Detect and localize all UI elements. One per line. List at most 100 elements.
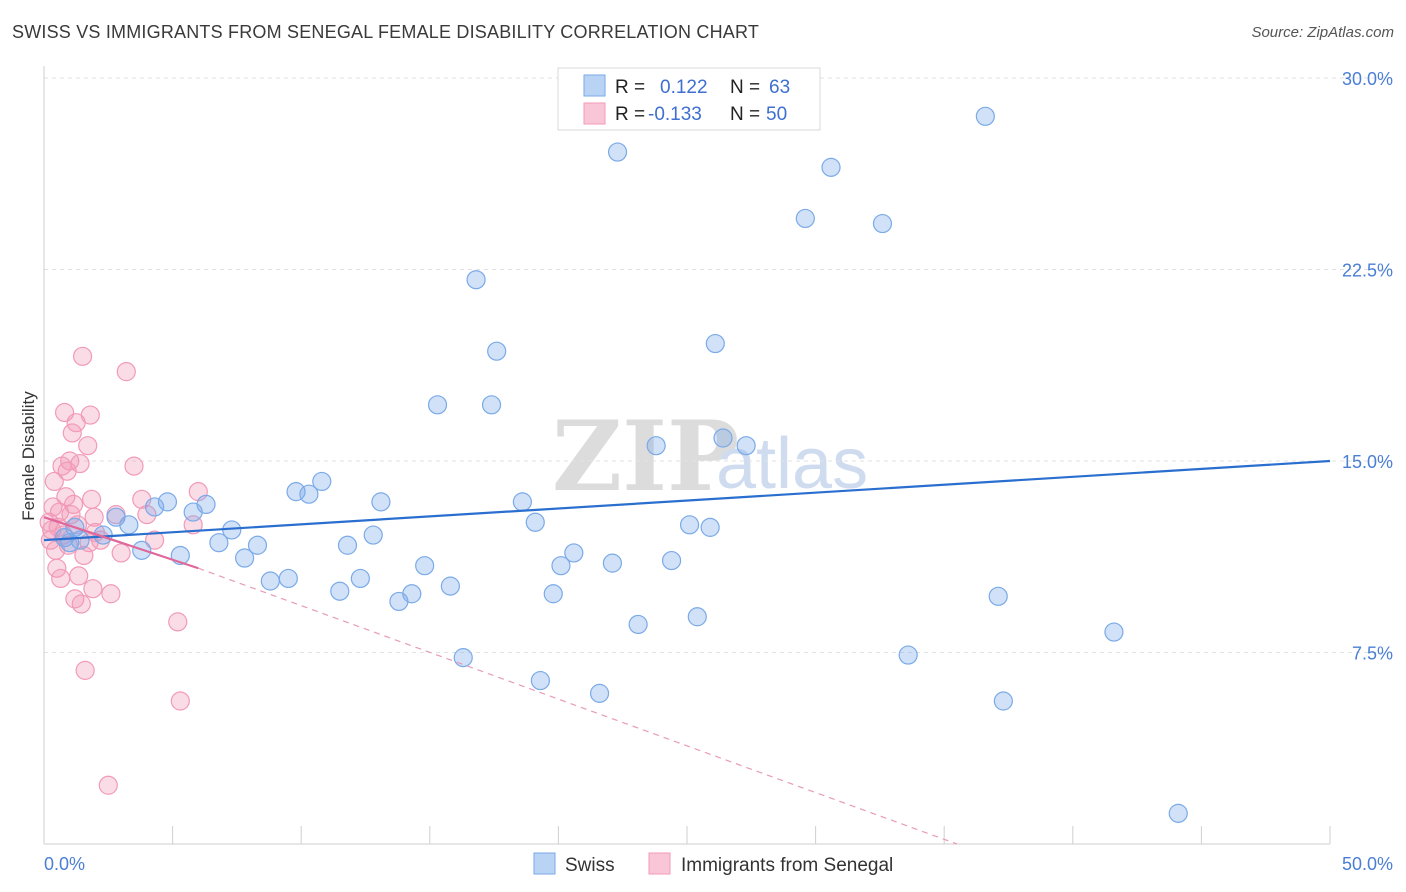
- swiss-point: [371, 492, 391, 512]
- senegal-point: [170, 691, 190, 711]
- swiss-point: [872, 213, 893, 234]
- senegal-point: [168, 612, 188, 632]
- swiss-point: [646, 436, 666, 456]
- legend-senegal-n-value: 50: [766, 104, 787, 125]
- series-swiss-points: [54, 106, 1188, 823]
- senegal-point: [137, 505, 157, 525]
- legend-swiss-r-label: R =: [615, 77, 645, 98]
- senegal-point: [43, 497, 63, 517]
- swiss-point: [481, 395, 502, 415]
- senegal-point: [144, 530, 165, 550]
- senegal-point: [124, 456, 144, 476]
- bottom-legend-senegal: Immigrants from Senegal: [681, 855, 893, 876]
- swiss-point: [278, 568, 298, 589]
- legend-swiss-n-value: 63: [769, 77, 790, 98]
- swiss-trend-line: [43, 459, 1331, 542]
- swiss-point: [235, 548, 255, 568]
- senegal-point: [69, 566, 89, 586]
- senegal-point: [51, 568, 71, 589]
- swiss-point: [1104, 622, 1124, 642]
- senegal-point: [65, 589, 85, 609]
- senegal-point: [116, 362, 136, 382]
- swiss-point: [736, 436, 756, 456]
- y-tick-label: 15.0%: [1342, 452, 1393, 472]
- swiss-point: [1168, 803, 1188, 823]
- swiss-point: [487, 341, 507, 361]
- senegal-point: [75, 660, 95, 680]
- senegal-point: [101, 584, 121, 604]
- senegal-point: [84, 507, 104, 527]
- senegal-point: [83, 579, 103, 599]
- senegal-point: [47, 558, 67, 578]
- swiss-point: [679, 515, 700, 535]
- swiss-point: [350, 568, 370, 589]
- watermark-atlas: atlas: [716, 424, 868, 504]
- swiss-point: [589, 683, 610, 703]
- source-label: Source: ZipAtlas.com: [1251, 24, 1394, 41]
- swiss-point: [512, 492, 532, 512]
- x-ticks: [43, 826, 1331, 844]
- swiss-point: [247, 535, 268, 555]
- swiss-point: [607, 142, 628, 162]
- y-tick-labels: 7.5% 15.0% 22.5% 30.0%: [1342, 69, 1393, 664]
- swiss-point: [209, 533, 229, 553]
- swiss-point: [993, 691, 1013, 711]
- swiss-point: [975, 106, 995, 126]
- legend-senegal-r-label: R =: [615, 104, 645, 125]
- swiss-point: [453, 648, 473, 668]
- swiss-point: [70, 530, 90, 550]
- senegal-point: [81, 489, 102, 509]
- y-tick-label: 22.5%: [1342, 261, 1393, 281]
- swiss-point: [713, 428, 733, 448]
- legend-swiss-n-label: N =: [730, 77, 760, 98]
- swiss-point: [700, 517, 720, 537]
- y-axis-title: Female Disability: [19, 391, 38, 521]
- senegal-point: [72, 346, 93, 366]
- swiss-point: [602, 553, 623, 573]
- senegal-point: [78, 436, 98, 456]
- series-senegal-points: [39, 346, 208, 795]
- bottom-legend-swatch-swiss: [533, 852, 556, 875]
- swiss-point: [466, 270, 486, 290]
- swiss-point: [144, 497, 165, 517]
- senegal-trend-line: [43, 516, 199, 570]
- series-legend: Swiss Immigrants from Senegal: [533, 852, 893, 876]
- senegal-point: [80, 405, 100, 425]
- legend-swatch-swiss: [583, 74, 606, 97]
- swiss-point: [988, 586, 1008, 606]
- legend-senegal-r-value: -0.133: [648, 104, 702, 125]
- swiss-point: [427, 395, 448, 415]
- swiss-point: [337, 535, 358, 555]
- swiss-point: [705, 333, 725, 354]
- swiss-point: [299, 484, 319, 504]
- swiss-point: [898, 645, 918, 665]
- y-tick-label: 30.0%: [1342, 69, 1393, 89]
- senegal-point: [63, 494, 84, 515]
- swiss-point: [402, 584, 422, 604]
- senegal-point: [56, 487, 76, 507]
- senegal-point: [70, 453, 90, 474]
- swiss-point: [415, 556, 435, 576]
- swiss-point: [530, 670, 550, 691]
- swiss-point: [119, 515, 139, 535]
- senegal-point: [74, 545, 94, 566]
- swiss-point: [821, 157, 841, 177]
- correlation-legend: R = 0.122 N = 63 R = -0.133 N = 50: [557, 67, 821, 131]
- swiss-point: [661, 550, 682, 571]
- swiss-point: [564, 543, 584, 563]
- senegal-point: [71, 594, 91, 614]
- senegal-point: [98, 775, 118, 795]
- swiss-point: [157, 492, 178, 512]
- x-tick-label-min: 0.0%: [44, 854, 85, 874]
- senegal-point: [62, 423, 82, 443]
- x-tick-label-max: 50.0%: [1342, 854, 1393, 874]
- y-tick-label: 7.5%: [1352, 644, 1393, 664]
- legend-swatch-senegal: [583, 102, 606, 125]
- swiss-point: [196, 494, 216, 515]
- swiss-point: [312, 471, 332, 492]
- legend-swiss-r-value: 0.122: [660, 77, 708, 98]
- swiss-point: [440, 576, 460, 596]
- swiss-point: [551, 556, 571, 576]
- swiss-point: [543, 584, 563, 604]
